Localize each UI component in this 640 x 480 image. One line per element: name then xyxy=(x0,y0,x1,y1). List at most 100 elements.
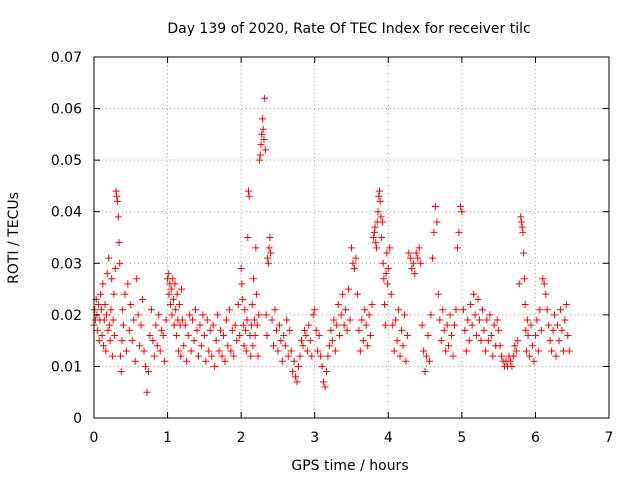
data-point xyxy=(328,337,336,345)
data-point xyxy=(314,347,322,355)
data-point xyxy=(297,337,305,345)
data-point xyxy=(165,290,173,298)
data-point xyxy=(137,321,145,329)
data-point xyxy=(110,290,118,298)
data-point xyxy=(175,301,183,309)
plot-frame xyxy=(93,56,610,419)
data-point xyxy=(378,234,386,241)
data-point xyxy=(222,316,230,324)
data-point xyxy=(242,347,250,355)
data-point xyxy=(139,295,147,303)
data-point xyxy=(261,94,269,102)
data-point xyxy=(370,228,378,236)
data-point xyxy=(124,280,132,288)
data-point xyxy=(209,321,217,329)
data-point xyxy=(111,331,119,339)
data-point xyxy=(458,208,466,216)
data-point xyxy=(256,151,264,159)
data-point xyxy=(250,275,258,283)
data-point xyxy=(348,244,355,252)
data-point xyxy=(293,378,301,386)
data-point xyxy=(411,270,419,278)
data-point xyxy=(526,352,534,360)
data-point xyxy=(153,342,161,350)
data-point xyxy=(94,301,102,309)
data-point xyxy=(239,321,247,329)
data-point xyxy=(362,321,370,329)
x-axis-label: GPS time / hours xyxy=(291,458,408,474)
data-point xyxy=(558,326,566,334)
data-point xyxy=(284,352,292,360)
data-point xyxy=(108,352,116,360)
data-point xyxy=(539,275,547,283)
data-point xyxy=(156,347,164,355)
chart-title: Day 139 of 2020, Rate Of TEC Index for r… xyxy=(167,21,530,37)
data-point xyxy=(268,316,276,324)
data-point xyxy=(100,342,108,350)
data-point xyxy=(465,337,473,345)
data-point xyxy=(218,352,226,360)
data-point xyxy=(94,326,102,334)
data-point xyxy=(375,187,383,195)
data-point xyxy=(264,259,272,267)
data-point xyxy=(280,331,288,339)
data-point xyxy=(103,270,111,278)
data-point xyxy=(381,321,389,329)
data-point xyxy=(287,347,295,355)
data-point xyxy=(95,337,103,345)
data-point xyxy=(203,316,211,324)
data-point xyxy=(418,321,426,329)
data-point xyxy=(255,311,263,319)
data-point xyxy=(172,331,180,339)
data-point xyxy=(98,331,106,339)
data-point xyxy=(189,316,197,324)
data-point xyxy=(551,311,559,319)
data-point xyxy=(373,244,381,252)
data-point xyxy=(339,290,347,298)
data-point xyxy=(471,311,479,319)
data-point xyxy=(542,290,550,298)
data-point xyxy=(425,357,433,365)
data-point xyxy=(398,326,406,334)
data-point xyxy=(519,228,527,236)
data-point xyxy=(308,352,316,360)
data-point xyxy=(455,228,463,236)
data-point xyxy=(248,301,256,309)
data-point xyxy=(258,115,266,123)
data-point xyxy=(300,326,308,334)
data-point xyxy=(459,306,467,314)
x-tick-label: 7 xyxy=(605,430,614,446)
data-point xyxy=(262,311,270,319)
data-point xyxy=(439,306,447,314)
data-point xyxy=(249,342,257,350)
data-point xyxy=(564,331,572,339)
data-point xyxy=(320,378,328,386)
data-point xyxy=(433,218,441,226)
data-point xyxy=(490,321,498,329)
data-point xyxy=(178,316,186,324)
data-point xyxy=(265,244,273,252)
data-point xyxy=(377,213,385,221)
y-tick-labels: 0 0.01 0.02 0.03 0.04 0.05 0.06 0.07 xyxy=(51,50,82,427)
data-point xyxy=(155,311,163,319)
data-point xyxy=(105,254,113,262)
data-point xyxy=(240,342,248,350)
data-point xyxy=(559,347,567,355)
data-point xyxy=(322,368,330,376)
data-point xyxy=(390,347,398,355)
data-point xyxy=(243,316,251,324)
data-point xyxy=(396,352,404,360)
data-point xyxy=(172,306,180,314)
data-point xyxy=(536,306,544,314)
data-point xyxy=(495,326,503,334)
y-tick-label: 0.01 xyxy=(51,359,82,375)
y-tick-label: 0 xyxy=(73,411,82,427)
data-point xyxy=(520,249,528,257)
data-point xyxy=(116,352,124,360)
data-point xyxy=(169,275,177,283)
data-point xyxy=(131,357,139,365)
y-tick-label: 0.04 xyxy=(51,205,82,221)
data-point xyxy=(261,146,269,154)
data-point xyxy=(121,290,129,298)
data-point xyxy=(430,228,438,236)
